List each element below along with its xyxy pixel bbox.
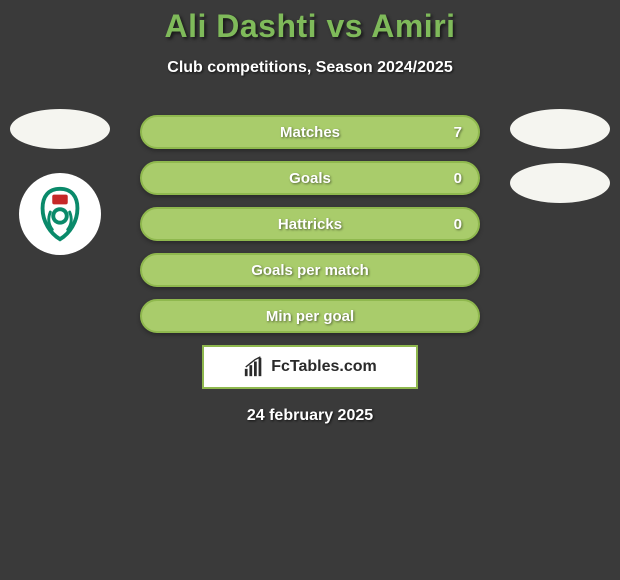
stat-row: Goals per match	[140, 253, 480, 287]
stat-value: 0	[454, 170, 462, 187]
comparison-card: Ali Dashti vs Amiri Club competitions, S…	[0, 0, 620, 425]
subtitle: Club competitions, Season 2024/2025	[0, 59, 620, 77]
stat-label: Hattricks	[278, 216, 342, 233]
brand-box[interactable]: FcTables.com	[202, 345, 418, 389]
player-right-club-oval	[510, 163, 610, 203]
brand-text: FcTables.com	[271, 358, 377, 376]
stat-value: 0	[454, 216, 462, 233]
stat-row: Matches 7	[140, 115, 480, 149]
stat-value: 7	[454, 124, 462, 141]
stats-list: Matches 7 Goals 0 Hattricks 0 Goals per …	[140, 115, 480, 333]
club-logo-icon	[29, 183, 91, 245]
stat-label: Matches	[280, 124, 340, 141]
main-area: Matches 7 Goals 0 Hattricks 0 Goals per …	[0, 115, 620, 425]
stat-label: Goals	[289, 170, 331, 187]
stat-row: Min per goal	[140, 299, 480, 333]
player-left-avatar	[10, 109, 110, 149]
stat-row: Hattricks 0	[140, 207, 480, 241]
stat-row: Goals 0	[140, 161, 480, 195]
date-label: 24 february 2025	[0, 407, 620, 425]
stat-label: Goals per match	[251, 262, 369, 279]
player-right-avatar	[510, 109, 610, 149]
stat-label: Min per goal	[266, 308, 354, 325]
page-title: Ali Dashti vs Amiri	[0, 8, 620, 45]
club-badge-left	[19, 173, 101, 255]
chart-icon	[243, 356, 265, 378]
